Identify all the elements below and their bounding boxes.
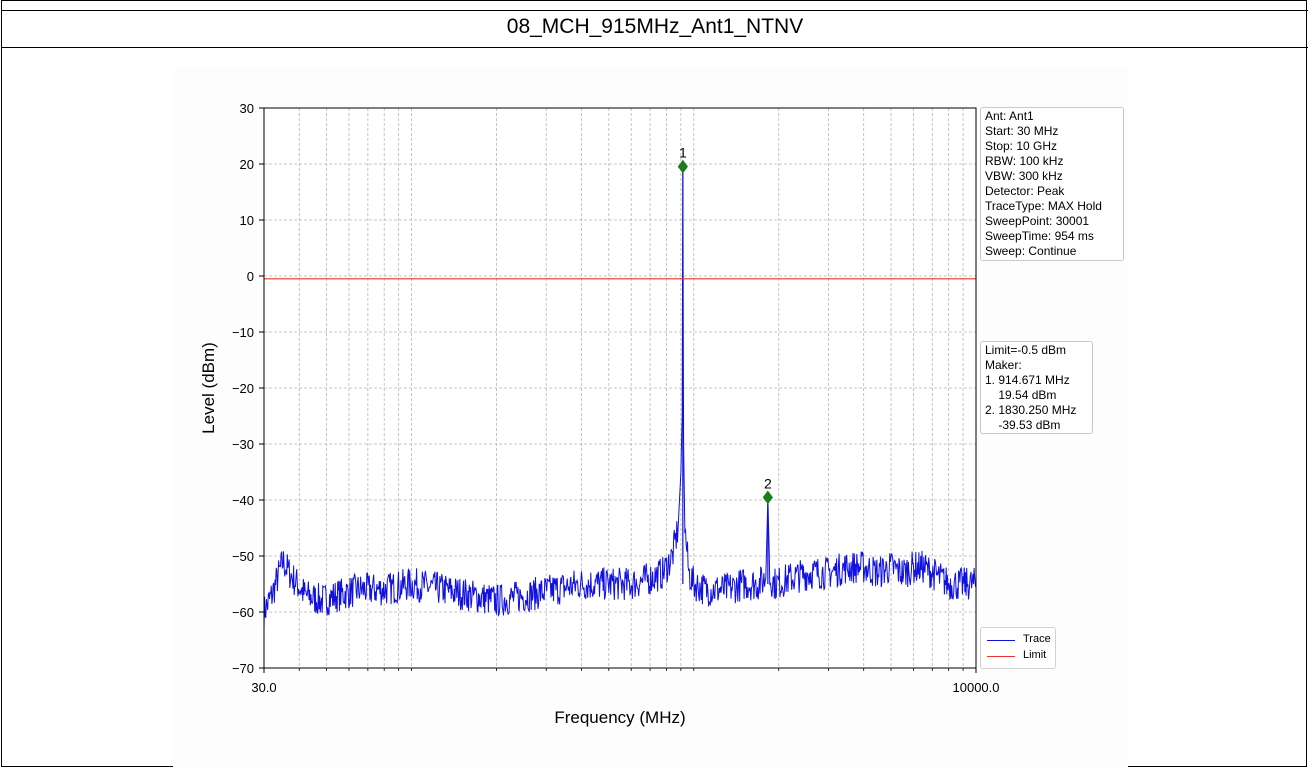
trace-line <box>263 166 977 629</box>
title-row: 08_MCH_915MHz_Ant1_NTNV <box>2 10 1308 48</box>
x-tick-label: 10000.0 <box>953 680 1000 695</box>
info-line: Detector: Peak <box>985 184 1065 198</box>
trace-layer <box>263 166 977 629</box>
legend-swatch-trace <box>987 640 1015 641</box>
marker-layer: 12 <box>677 145 773 505</box>
y-tick-label: −30 <box>232 437 254 452</box>
info-line: VBW: 300 kHz <box>985 169 1063 183</box>
y-tick-label: 0 <box>247 269 254 284</box>
info-line: RBW: 100 kHz <box>985 154 1064 168</box>
info-line: Ant: Ant1 <box>985 109 1034 123</box>
info-line: Sweep: Continue <box>985 244 1077 258</box>
marker-info-line: -39.53 dBm <box>985 418 1061 432</box>
y-tick-label: 30 <box>240 101 254 116</box>
page-title: 08_MCH_915MHz_Ant1_NTNV <box>506 15 804 38</box>
ticks-layer: 30 20 10 0 −10 −20 −30 −40 −50 −60 −70 30.0 10000.0 <box>232 101 1000 695</box>
info-line: SweepTime: 954 ms <box>985 229 1094 243</box>
marker-info-line: 1. 914.671 MHz <box>985 373 1070 387</box>
y-tick-label: −20 <box>232 381 254 396</box>
legend-label-trace: Trace <box>1023 633 1051 645</box>
marker-diamond <box>762 490 773 505</box>
x-axis-label: Frequency (MHz) <box>554 708 685 727</box>
legend-swatch-limit <box>987 656 1015 657</box>
marker-info-line: Limit=-0.5 dBm <box>985 343 1067 357</box>
marker-info-line: 19.54 dBm <box>985 388 1057 402</box>
y-tick-label: −10 <box>232 325 254 340</box>
y-tick-label: −40 <box>232 493 254 508</box>
y-tick-label: −70 <box>232 661 254 676</box>
y-axis-label: Level (dBm) <box>199 342 218 434</box>
marker-info-box: Limit=-0.5 dBm Maker: 1. 914.671 MHz 19.… <box>980 341 1093 434</box>
y-tick-label: 20 <box>240 157 254 172</box>
marker-info-line: 2. 1830.250 MHz <box>985 403 1077 417</box>
info-line: TraceType: MAX Hold <box>985 199 1102 213</box>
y-tick-label: −60 <box>232 605 254 620</box>
legend-label-limit: Limit <box>1023 649 1047 661</box>
y-tick-label: 10 <box>240 213 254 228</box>
chart-legend: Trace Limit <box>980 627 1056 669</box>
marker-label: 2 <box>764 475 772 491</box>
info-line: Stop: 10 GHz <box>985 139 1058 153</box>
marker-info-line: Maker: <box>985 358 1022 372</box>
info-line: SweepPoint: 30001 <box>985 214 1090 228</box>
grid-layer <box>264 108 976 668</box>
info-line: Start: 30 MHz <box>985 124 1059 138</box>
x-tick-label: 30.0 <box>251 680 276 695</box>
marker-diamond <box>677 159 688 174</box>
y-tick-label: −50 <box>232 549 254 564</box>
marker-label: 1 <box>679 145 687 161</box>
sweep-settings-box: Ant: Ant1 Start: 30 MHz Stop: 10 GHz RBW… <box>980 107 1124 261</box>
